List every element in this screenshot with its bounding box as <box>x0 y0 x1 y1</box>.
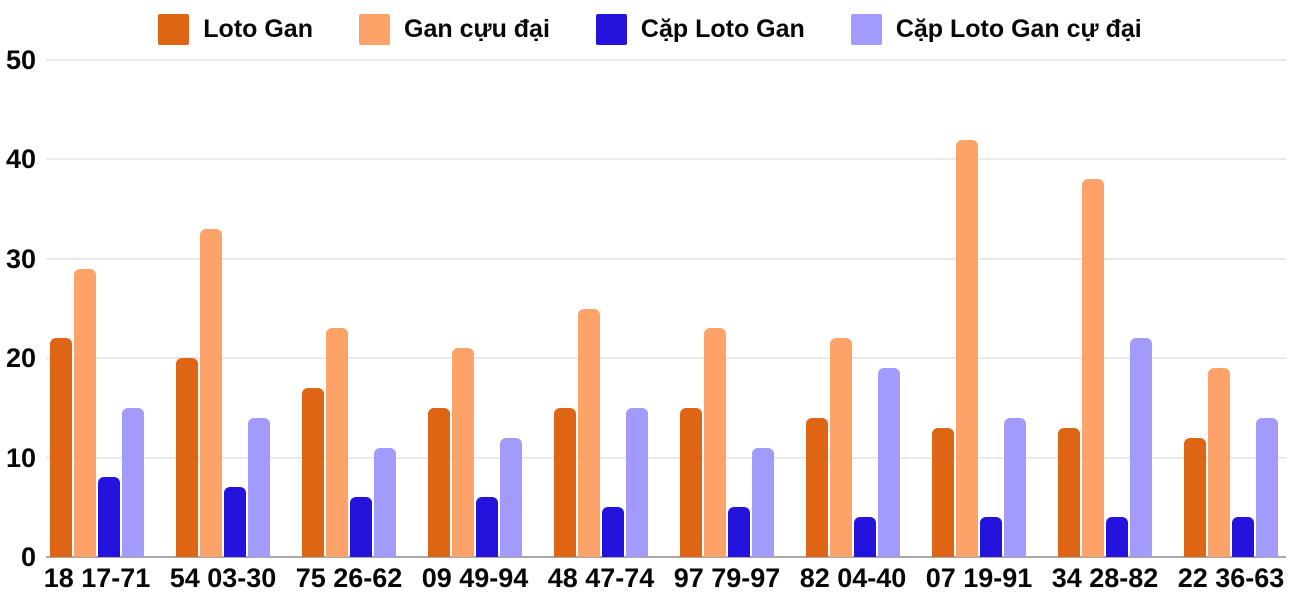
bar-series3-group9 <box>1106 517 1128 557</box>
legend-swatch <box>158 13 190 45</box>
y-axis-tick-label: 50 <box>5 45 36 75</box>
bar-series2-group10 <box>1208 368 1230 557</box>
legend-label: Loto Gan <box>203 14 313 43</box>
bar-series3-group10 <box>1232 517 1254 557</box>
bar-series2-group4 <box>452 348 474 557</box>
gridline <box>46 257 1286 260</box>
bar-series2-group6 <box>704 328 726 557</box>
gridline <box>46 456 1286 459</box>
bar-series3-group2 <box>224 487 246 557</box>
gridline <box>46 158 1286 161</box>
x-axis-category-label: 22 36-63 <box>1177 563 1285 593</box>
y-axis: 0 10 20 30 40 50 <box>0 0 38 600</box>
bar-series4-group6 <box>752 447 774 557</box>
legend-item-4[interactable]: Cặp Loto Gan cự đại <box>850 13 1142 45</box>
bar-series1-group6 <box>680 407 702 557</box>
x-axis: 18 17-71 54 03-30 75 26-62 09 49-94 48 47-74… <box>34 562 1294 594</box>
bar-group-4 <box>412 0 538 557</box>
bar-series3-group5 <box>602 507 624 557</box>
bar-series4-group3 <box>374 447 396 557</box>
x-axis-category-label: 09 49-94 <box>421 563 529 593</box>
bar-series2-group8 <box>956 139 978 557</box>
legend-item-2[interactable]: Gan cựu đại <box>359 13 550 45</box>
x-axis-category-label: 07 19-91 <box>925 563 1033 593</box>
bar-series4-group1 <box>122 407 144 557</box>
bar-group-6 <box>664 0 790 557</box>
bar-series1-group3 <box>302 388 324 557</box>
bar-series2-group1 <box>74 268 96 557</box>
plot-grid <box>46 0 1286 600</box>
bar-group-7 <box>790 0 916 557</box>
bar-group-3 <box>286 0 412 557</box>
bar-series2-group9 <box>1082 179 1104 557</box>
bar-series1-group8 <box>932 427 954 557</box>
bar-series1-group1 <box>50 338 72 557</box>
bar-series1-group2 <box>176 358 198 557</box>
bar-series3-group8 <box>980 517 1002 557</box>
x-axis-category-label: 18 17-71 <box>43 563 151 593</box>
bar-series1-group7 <box>806 417 828 557</box>
bar-group-5 <box>538 0 664 557</box>
y-axis-tick-label: 20 <box>5 343 36 374</box>
bar-group-2 <box>160 0 286 557</box>
bar-group-10 <box>1168 0 1294 557</box>
x-axis-category-label: 97 79-97 <box>673 563 781 593</box>
gridline <box>46 59 1286 61</box>
plot-area <box>34 0 1294 557</box>
bar-series4-group7 <box>878 368 900 557</box>
bar-series1-group10 <box>1184 437 1206 557</box>
chart-legend: Loto Gan Gan cựu đại Cặp Loto Gan Cặp Loto … <box>0 9 1300 49</box>
bar-series4-group10 <box>1256 417 1278 557</box>
bar-series1-group9 <box>1058 427 1080 557</box>
bar-series3-group7 <box>854 517 876 557</box>
bar-series3-group3 <box>350 497 372 557</box>
bar-series4-group8 <box>1004 417 1026 557</box>
bar-series2-group3 <box>326 328 348 557</box>
legend-item-3[interactable]: Cặp Loto Gan <box>595 13 805 45</box>
bar-series3-group4 <box>476 497 498 557</box>
x-axis-category-label: 34 28-82 <box>1051 563 1159 593</box>
bar-series4-group2 <box>248 417 270 557</box>
bar-series2-group7 <box>830 338 852 557</box>
bar-series1-group5 <box>554 407 576 557</box>
legend-swatch <box>595 13 627 45</box>
bar-series2-group5 <box>578 308 600 557</box>
gridline <box>46 357 1286 360</box>
legend-label: Gan cựu đại <box>404 14 550 43</box>
y-axis-tick-label: 10 <box>5 442 36 473</box>
bar-series2-group2 <box>200 228 222 557</box>
bar-series4-group5 <box>626 407 648 557</box>
bar-series1-group4 <box>428 407 450 557</box>
x-axis-category-label: 48 47-74 <box>547 563 655 593</box>
x-axis-category-label: 82 04-40 <box>799 563 907 593</box>
legend-item-1[interactable]: Loto Gan <box>158 13 313 45</box>
y-axis-tick-label: 0 <box>20 542 36 572</box>
legend-swatch <box>359 13 390 45</box>
bar-series4-group9 <box>1130 338 1152 557</box>
bar-group-9 <box>1042 0 1168 557</box>
x-axis-category-label: 75 26-62 <box>295 563 403 593</box>
y-axis-tick-label: 30 <box>5 243 36 274</box>
bar-group-8 <box>916 0 1042 557</box>
x-axis-baseline <box>46 556 1286 558</box>
bar-group-1 <box>34 0 160 557</box>
legend-swatch <box>850 13 882 45</box>
x-axis-category-label: 54 03-30 <box>169 563 277 593</box>
bar-series3-group6 <box>728 507 750 557</box>
bar-series4-group4 <box>500 437 522 557</box>
bar-series3-group1 <box>98 477 120 557</box>
legend-label: Cặp Loto Gan cự đại <box>895 14 1142 43</box>
y-axis-tick-label: 40 <box>5 144 36 175</box>
legend-label: Cặp Loto Gan <box>640 14 805 43</box>
